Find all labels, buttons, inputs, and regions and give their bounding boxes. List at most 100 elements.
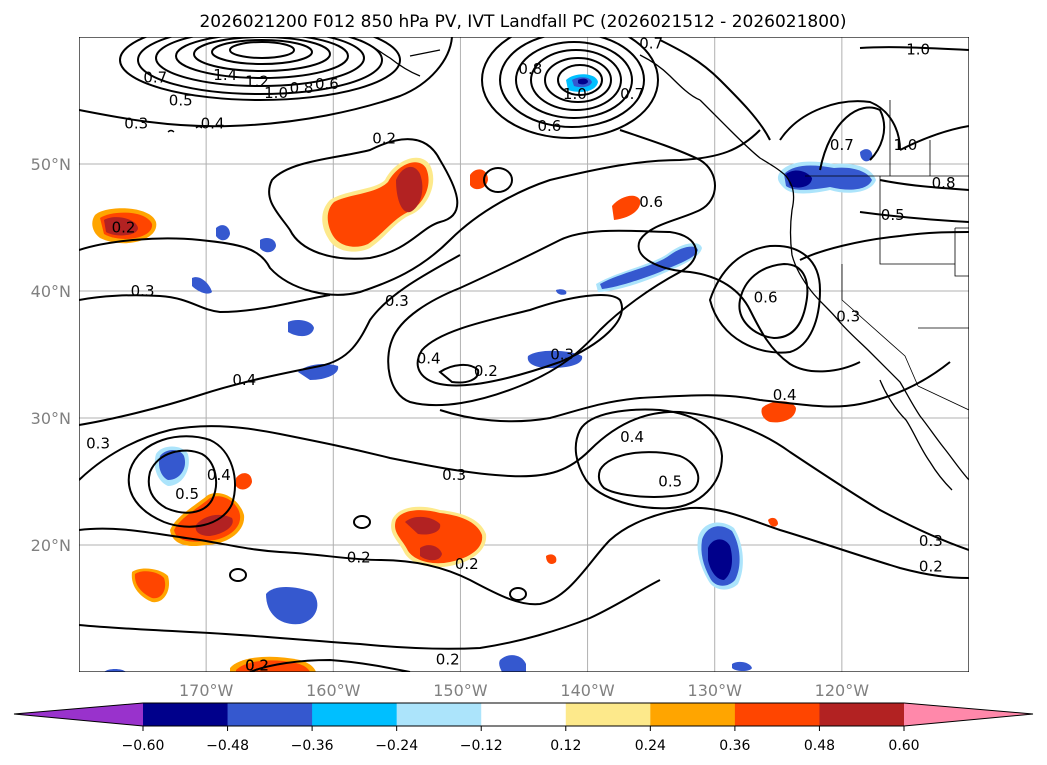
latitude-tick-label: 40°N	[31, 282, 71, 301]
pv-contour	[249, 658, 411, 672]
colorbar-over-arrow	[904, 703, 1033, 726]
longitude-tick-label: 130°W	[688, 681, 743, 700]
pv-contour	[557, 64, 603, 96]
pv-contour-label: 0.2	[436, 650, 460, 668]
pc-positive-patch	[104, 217, 138, 236]
pc-negative-patch	[260, 238, 276, 253]
pv-contour	[127, 435, 236, 528]
pv-contour-label: 0.8	[518, 60, 542, 78]
pc-negative-patch	[527, 350, 583, 368]
pc-positive-patch	[195, 514, 233, 536]
pc-positive-patch	[546, 554, 557, 564]
pv-contour-label: 0.5	[169, 92, 193, 110]
longitude-tick-label: 170°W	[179, 681, 234, 700]
pv-contour	[738, 262, 809, 340]
longitude-tick-label: 160°W	[306, 681, 361, 700]
pv-contour	[137, 37, 383, 95]
colorbar-bin	[396, 703, 482, 726]
pv-contour	[229, 568, 247, 582]
pv-contour	[416, 294, 623, 387]
pv-contour	[79, 254, 461, 426]
pc-negative-patch	[786, 170, 812, 188]
figure-title: 2026021200 F012 850 hPa PV, IVT Landfall…	[199, 12, 846, 32]
pv-contour	[155, 37, 365, 87]
colorbar-tick-labels: −0.60 −0.48 −0.36 −0.24 −0.12 0.12 0.24 0.36 0.4…	[122, 726, 920, 754]
pv-contour-label: 0.4	[232, 371, 256, 389]
pv-contour-label: 1.0	[893, 136, 917, 154]
pc-positive-patch	[420, 545, 442, 561]
ivt-pc-negative-regions	[104, 74, 876, 672]
pv-contour-label: 0.3	[836, 307, 860, 325]
pv-contour-label: 0.3	[124, 114, 148, 132]
pv-contour-label: 0.4	[773, 386, 797, 404]
colorbar-tick-label: −0.60	[122, 738, 165, 754]
pv-contour-label: 0.4	[201, 114, 225, 132]
pc-negative-patch	[158, 450, 186, 480]
pv-contours	[79, 37, 969, 672]
pv-contour	[899, 125, 969, 151]
coastlines	[167, 39, 969, 491]
pv-contour	[79, 506, 969, 606]
pv-contour	[79, 129, 761, 296]
colorbar-tick-label: −0.48	[206, 738, 249, 754]
pv-contour	[515, 41, 633, 119]
coastline	[879, 379, 953, 491]
pv-contour	[483, 167, 513, 193]
pv-contour	[211, 39, 313, 65]
colorbar-bin	[481, 703, 567, 726]
colorbar-bin	[227, 703, 313, 726]
pv-contour-label: 0.2	[919, 558, 943, 576]
pv-contour-label: 0.2	[474, 362, 498, 380]
pc-negative-patch	[104, 669, 126, 672]
pv-contour	[859, 46, 969, 51]
pv-contour-label: 0.2	[112, 219, 136, 237]
pc-negative-patch	[216, 225, 230, 241]
pc-positive-patch	[405, 516, 441, 535]
pv-contour	[509, 587, 527, 601]
pv-contour-label: 0.5	[175, 485, 199, 503]
pv-contour-label: 0.5	[658, 473, 682, 491]
pv-contour	[544, 57, 612, 103]
pv-contour-label: 0.7	[143, 69, 167, 87]
state-border	[879, 176, 955, 265]
pv-contour-label: 0.7	[639, 34, 663, 52]
pv-contour	[879, 179, 969, 191]
pv-contour-label: 0.6	[537, 117, 561, 135]
pv-contour	[439, 361, 951, 423]
pc-negative-patch	[860, 149, 873, 162]
pv-contour	[597, 451, 700, 498]
pv-contour	[229, 41, 295, 59]
colorbar-bin	[565, 703, 651, 726]
pc-negative-patch	[192, 277, 212, 294]
pv-contour-label: 0.3	[385, 292, 409, 310]
pv-contour-label: 0.3	[86, 434, 110, 452]
pc-negative-patch	[288, 320, 314, 337]
state-border	[954, 227, 969, 277]
coastline	[699, 99, 969, 481]
pc-negative-patch	[266, 587, 318, 625]
pv-contour	[530, 49, 622, 111]
pc-positive-patch	[470, 169, 488, 190]
pv-contour-label: 0.3	[919, 532, 943, 550]
latitude-tick-label: 50°N	[31, 155, 71, 174]
pv-contour-label: 0.7	[830, 136, 854, 154]
colorbar-tick-label: 0.48	[804, 738, 835, 754]
pc-negative-patch	[708, 539, 732, 580]
us-mexico-border	[917, 385, 969, 411]
pc-negative-patch	[600, 246, 698, 289]
pv-contour-label: 0.4	[620, 428, 644, 446]
pv-contour-label: 0.2	[372, 130, 396, 148]
latitude-tick-label: 30°N	[31, 409, 71, 428]
pv-contour-label: 1.2	[245, 72, 269, 90]
pc-positive-patch	[761, 401, 796, 423]
pv-contour	[79, 294, 331, 314]
longitude-tick-label: 120°W	[815, 681, 870, 700]
coastline	[409, 49, 441, 57]
pv-contour-label: 0.3	[442, 466, 466, 484]
pv-contour	[779, 100, 901, 151]
pv-contour	[819, 106, 886, 171]
colorbar-tick-label: 0.36	[719, 738, 750, 754]
ivt-pc-positive-regions	[92, 157, 796, 672]
map-panel: 0.2 0.3 0.2 0.3 0.4 0.2 0.3 0.4 0.3 0.4 0.5 0.3 0.2 0…	[79, 34, 969, 672]
